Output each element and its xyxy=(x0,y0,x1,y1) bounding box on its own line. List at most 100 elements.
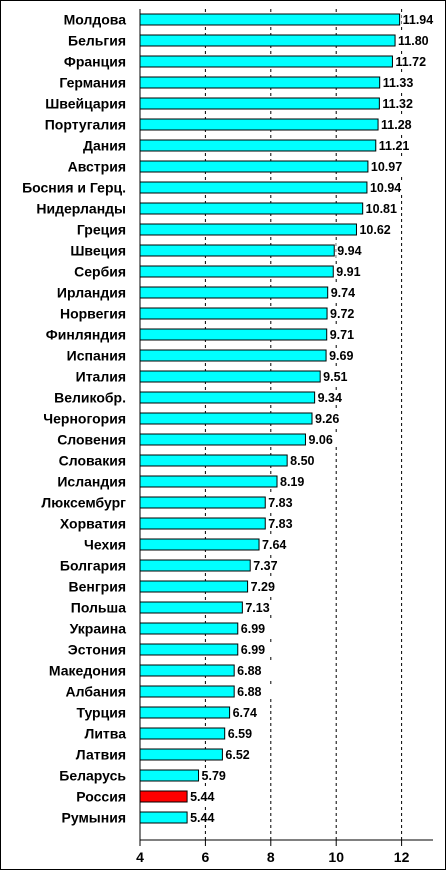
bar xyxy=(139,706,231,719)
bar xyxy=(139,391,316,404)
value-label-bg xyxy=(364,201,401,216)
bar xyxy=(139,664,235,677)
category-label: Болгария xyxy=(60,558,126,574)
bar xyxy=(139,790,188,803)
value-label-bg xyxy=(328,348,365,363)
category-label: Люксембург xyxy=(41,495,126,511)
value-label: 6.99 xyxy=(241,622,265,636)
bar xyxy=(139,139,377,152)
category-label: Эстония xyxy=(68,642,126,658)
bar xyxy=(139,475,278,488)
bar xyxy=(139,517,266,530)
value-label: 6.52 xyxy=(225,748,249,762)
value-label: 9.51 xyxy=(323,370,347,384)
category-label: Бельгия xyxy=(68,33,126,49)
value-label-bg xyxy=(329,285,366,300)
value-label: 5.44 xyxy=(190,790,214,804)
bar xyxy=(139,307,328,320)
value-label-bg xyxy=(244,600,281,615)
value-label: 9.69 xyxy=(329,349,353,363)
category-label: Беларусь xyxy=(59,768,126,784)
value-label: 10.94 xyxy=(370,181,401,195)
category-label: Португалия xyxy=(45,117,126,133)
value-label-bg xyxy=(381,75,418,90)
value-label-bg xyxy=(335,264,372,279)
value-label: 7.83 xyxy=(268,517,292,531)
category-label: Сербия xyxy=(74,264,126,280)
x-tick-label: 6 xyxy=(202,849,210,865)
value-label-bg xyxy=(236,684,273,699)
category-label: Румыния xyxy=(62,810,126,826)
category-label: Словакия xyxy=(59,453,126,469)
value-label: 8.50 xyxy=(290,454,314,468)
value-label-bg xyxy=(307,432,344,447)
category-label: Швеция xyxy=(70,243,126,259)
value-label: 9.72 xyxy=(330,307,354,321)
bars xyxy=(139,13,401,824)
value-label-bg xyxy=(381,96,418,111)
value-label: 10.81 xyxy=(366,202,397,216)
value-label-bg xyxy=(336,243,373,258)
category-label: Венгрия xyxy=(68,579,126,595)
bar xyxy=(139,454,288,467)
category-label: Норвегия xyxy=(60,306,126,322)
bar xyxy=(139,727,226,740)
value-label-bg xyxy=(328,327,365,342)
bar xyxy=(139,118,379,131)
value-label-bg xyxy=(261,537,298,552)
value-label: 9.71 xyxy=(330,328,354,342)
value-label-bg xyxy=(239,642,276,657)
category-label: Испания xyxy=(67,348,126,364)
value-label: 11.72 xyxy=(395,55,426,69)
value-label-bg xyxy=(252,558,289,573)
bar xyxy=(139,769,200,782)
bar xyxy=(139,34,396,47)
value-label: 7.64 xyxy=(262,538,286,552)
value-label: 9.94 xyxy=(337,244,361,258)
value-label-bg xyxy=(226,726,263,741)
bar xyxy=(139,601,243,614)
x-tick-label: 10 xyxy=(328,849,344,865)
category-label: Австрия xyxy=(68,159,126,175)
bar xyxy=(139,265,334,278)
value-label-bg xyxy=(322,369,359,384)
category-label: Черногория xyxy=(43,411,126,427)
category-label: Македония xyxy=(49,663,126,679)
value-label-bg xyxy=(189,789,226,804)
category-label: Украина xyxy=(70,621,127,637)
value-label: 9.34 xyxy=(318,391,342,405)
value-labels: 11.94 11.80 11.72 11.33 11.32 11.28 11.21 10.97… xyxy=(189,12,438,825)
bar xyxy=(139,580,249,593)
bar xyxy=(139,412,313,425)
bar xyxy=(139,685,235,698)
value-label-bg xyxy=(369,159,406,174)
value-label: 11.94 xyxy=(403,13,434,27)
value-label: 11.80 xyxy=(398,34,429,48)
value-label: 9.26 xyxy=(315,412,339,426)
value-label-bg xyxy=(377,138,414,153)
value-label-bg xyxy=(231,705,268,720)
category-label: Греция xyxy=(77,222,126,238)
value-label-bg xyxy=(394,54,431,69)
bar xyxy=(139,244,335,257)
value-label: 9.91 xyxy=(336,265,360,279)
value-label-bg xyxy=(236,663,273,678)
value-label: 5.44 xyxy=(190,811,214,825)
value-label: 6.59 xyxy=(228,727,252,741)
value-label: 10.62 xyxy=(359,223,390,237)
bar xyxy=(139,622,239,635)
category-label: Албания xyxy=(66,684,126,700)
category-label: Нидерланды xyxy=(36,201,126,217)
category-label: Швейцария xyxy=(45,96,126,112)
bar xyxy=(139,97,380,110)
category-label: Турция xyxy=(76,705,126,721)
value-label-bg xyxy=(314,411,351,426)
value-label: 11.32 xyxy=(382,97,413,111)
value-label: 7.83 xyxy=(268,496,292,510)
value-label-bg xyxy=(189,810,226,825)
x-tick-label: 8 xyxy=(267,849,275,865)
value-label-bg xyxy=(316,390,353,405)
value-label-bg xyxy=(380,117,417,132)
value-label: 11.28 xyxy=(381,118,412,132)
value-label-bg xyxy=(267,495,304,510)
